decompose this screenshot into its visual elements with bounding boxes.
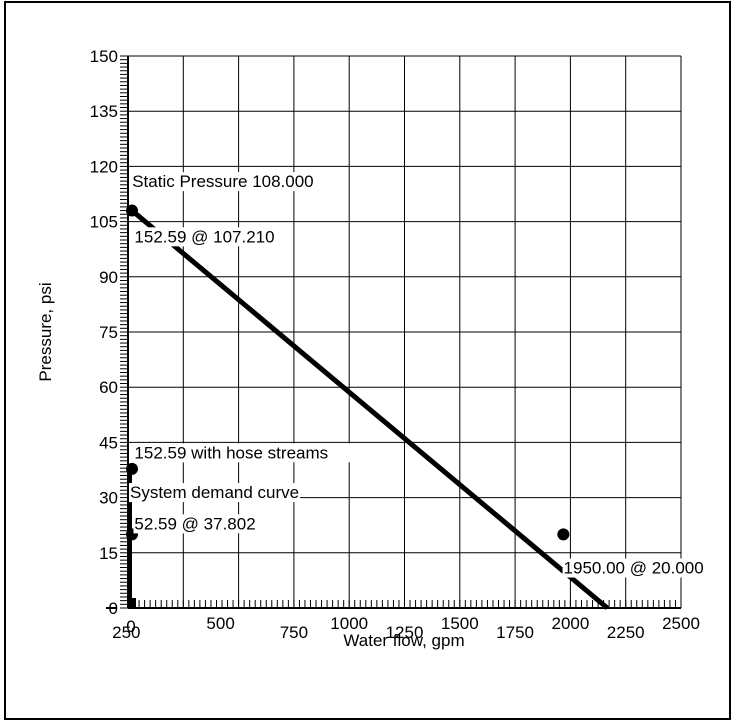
annotation-bg-5 <box>562 558 705 578</box>
annotation-4: 52.59 @ 37.802 <box>133 514 257 534</box>
annotation-2: 152.59 with hose streams <box>133 443 374 463</box>
y-tick-labels: 0153045607590105120135150 <box>90 47 118 618</box>
annotation-5: 1950.00 @ 20.000 <box>562 558 705 578</box>
series <box>126 204 609 610</box>
y-tick-label-6: 90 <box>99 268 118 287</box>
annotation-label-4: 52.59 @ 37.802 <box>134 514 255 533</box>
x-tick-label-3: 1000 <box>330 614 368 633</box>
y-axis-label: Pressure, psi <box>36 282 55 381</box>
supply-curve-line <box>130 208 609 610</box>
annotation-label-0: Static Pressure 108.000 <box>132 172 313 191</box>
y-tick-label-2: 30 <box>99 489 118 508</box>
annotation-label-5: 1950.00 @ 20.000 <box>564 559 704 578</box>
x-tick-label-5: 1500 <box>441 614 479 633</box>
annotation-label-2: 152.59 with hose streams <box>134 443 328 462</box>
annotation-bg-3 <box>129 483 301 503</box>
annotation-label-3: System demand curve <box>130 483 299 502</box>
annotation-3: System demand curve <box>129 483 301 503</box>
data-point-3 <box>557 528 570 541</box>
x-tick-label-2: 750 <box>280 623 308 642</box>
y-tick-label-4: 60 <box>99 378 118 397</box>
y-tick-label-3: 45 <box>99 433 118 452</box>
x-tick-label-0: 250 <box>112 623 140 642</box>
x-tick-label-1: 500 <box>206 614 234 633</box>
x-tick-label-7: 2000 <box>551 614 589 633</box>
data-point-0 <box>126 204 138 217</box>
annotation-bg-0 <box>131 172 315 192</box>
x-tick-label-6: 1750 <box>496 623 534 642</box>
annotation-0: Static Pressure 108.000 <box>131 172 315 192</box>
y-tick-label-9: 135 <box>90 102 118 121</box>
y-tick-label-5: 75 <box>99 323 118 342</box>
y-tick-label-1: 15 <box>99 544 118 563</box>
annotation-bg-4 <box>133 514 257 534</box>
y-tick-label-8: 120 <box>90 157 118 176</box>
annotation-bg-2 <box>133 443 374 463</box>
annotation-label-1: 152.59 @ 107.210 <box>134 227 274 246</box>
y-tick-label-10: 150 <box>90 47 118 66</box>
x-tick-label-8: 2250 <box>607 623 645 642</box>
x-tick-label-zero: 0 <box>126 617 135 636</box>
annotation-bg-1 <box>133 227 276 247</box>
x-tick-label-4: 1250 <box>386 623 424 642</box>
annotation-1: 152.59 @ 107.210 <box>133 227 276 247</box>
data-point-1 <box>126 462 138 475</box>
x-tick-label-9: 2500 <box>662 614 700 633</box>
data-point-4 <box>128 598 136 608</box>
annotations: Static Pressure 108.000 152.59 @ 107.210 1… <box>129 172 705 578</box>
y-tick-label-7: 105 <box>90 213 118 232</box>
x-axis-label: Water flow, gpm <box>343 631 464 650</box>
